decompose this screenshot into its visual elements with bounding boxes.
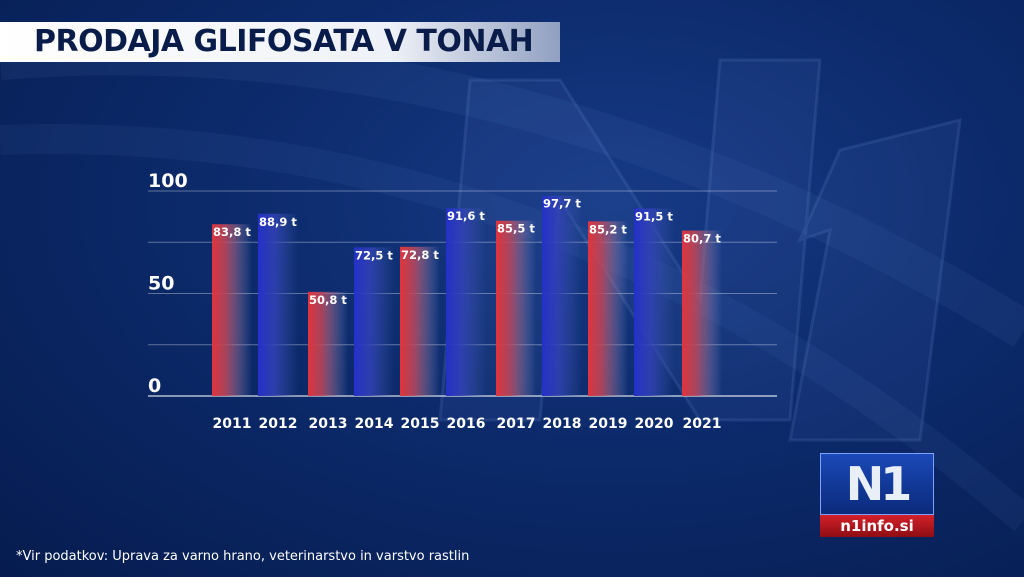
data-label: 91,5 t <box>635 209 673 223</box>
x-tick-label: 2013 <box>309 416 348 432</box>
data-label: 72,5 t <box>355 248 393 262</box>
x-tick-label: 2018 <box>543 416 582 432</box>
bar-2018 <box>542 195 582 396</box>
x-tick-label: 2019 <box>589 416 628 432</box>
bar-2016 <box>446 208 486 396</box>
data-label: 85,5 t <box>497 222 535 236</box>
data-label: 97,7 t <box>543 197 581 211</box>
source-note: *Vir podatkov: Uprava za varno hrano, ve… <box>16 549 470 564</box>
bar-2015 <box>400 246 440 396</box>
title-bar <box>0 22 560 62</box>
data-label: 85,2 t <box>589 222 627 236</box>
logo-mark: N1 <box>845 457 913 511</box>
data-label: 88,9 t <box>259 215 297 229</box>
data-label: 83,8 t <box>213 225 251 239</box>
data-label: 80,7 t <box>683 232 721 246</box>
data-label: 50,8 t <box>309 293 347 307</box>
bar-2020 <box>634 208 674 396</box>
x-tick-label: 2014 <box>355 416 394 432</box>
x-tick-label: 2017 <box>497 416 536 432</box>
y-tick-label: 0 <box>148 375 161 397</box>
bar-2013 <box>308 291 348 396</box>
bar-2012 <box>258 213 298 396</box>
data-label: 91,6 t <box>447 209 485 223</box>
x-tick-label: 2011 <box>213 416 252 432</box>
bar-2017 <box>496 220 536 396</box>
y-tick-label: 100 <box>148 170 188 192</box>
x-tick-label: 2020 <box>635 416 674 432</box>
y-tick-label: 50 <box>148 273 174 295</box>
x-tick-label: 2012 <box>259 416 298 432</box>
bar-2011 <box>212 224 252 396</box>
logo-site: n1info.si <box>820 515 934 537</box>
bar-2014 <box>354 247 394 396</box>
n1-logo: N1 n1info.si <box>820 453 934 539</box>
chart-title: PRODAJA GLIFOSATA V TONAH <box>34 24 534 59</box>
x-tick-label: 2015 <box>401 416 440 432</box>
data-label: 72,8 t <box>401 248 439 262</box>
x-tick-label: 2021 <box>683 416 722 432</box>
x-tick-label: 2016 <box>447 416 486 432</box>
bar-2021 <box>682 230 722 396</box>
bar-2019 <box>588 221 628 396</box>
